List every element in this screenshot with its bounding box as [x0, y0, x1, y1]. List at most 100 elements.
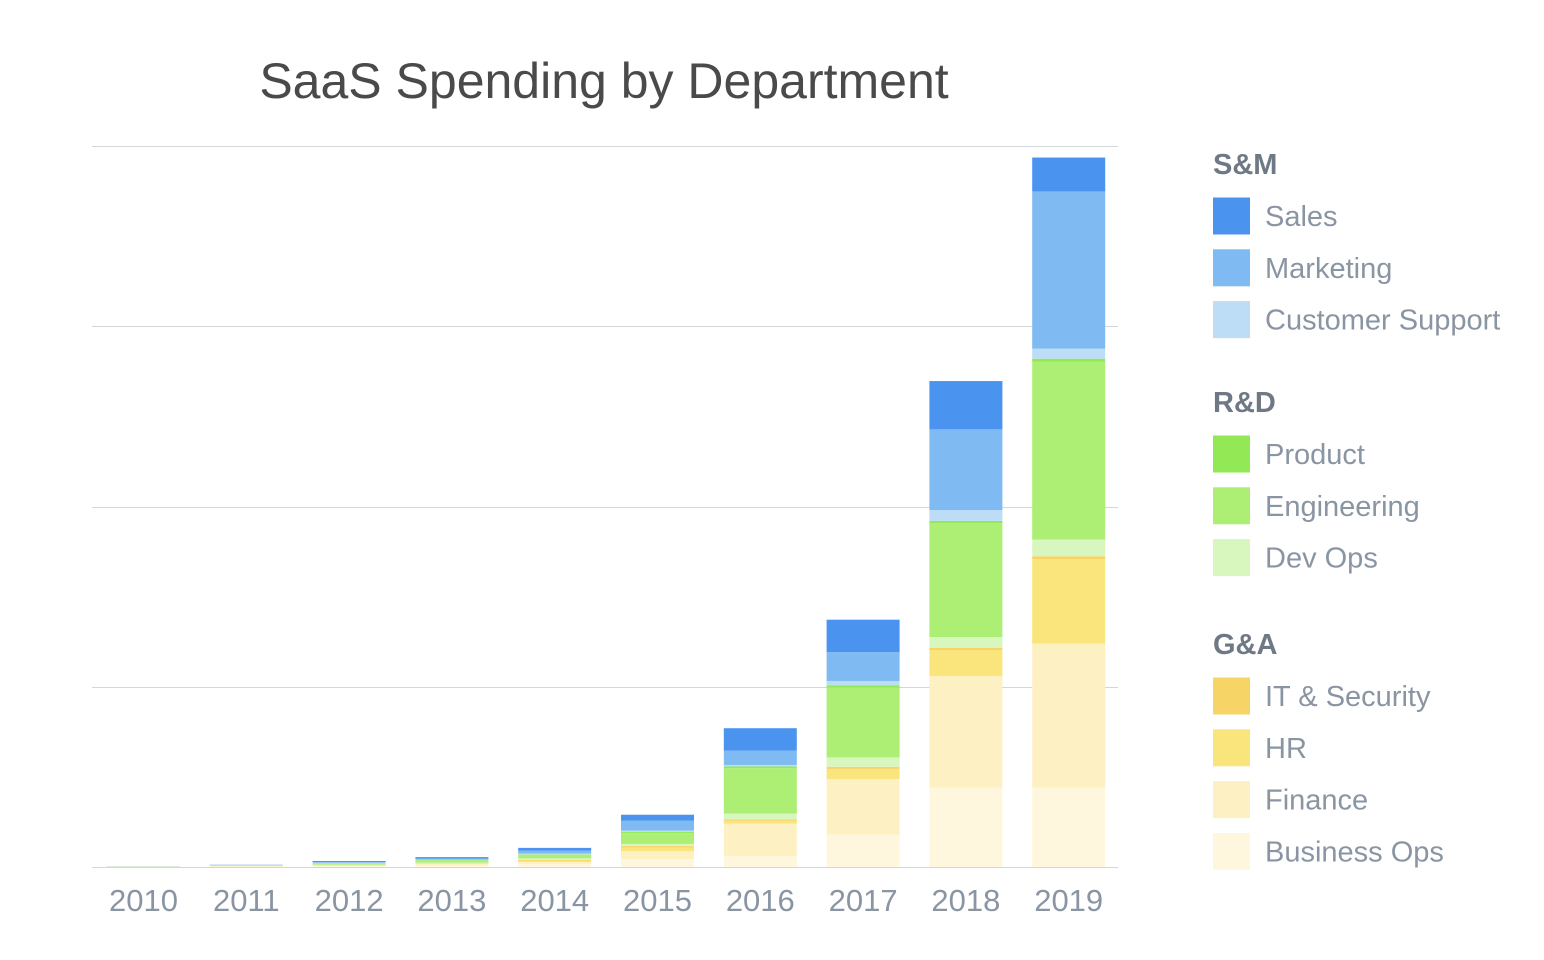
bar-segment	[415, 860, 489, 863]
legend-label: Business Ops	[1265, 836, 1444, 868]
bar-segment	[415, 864, 489, 866]
bar-segment	[1032, 787, 1106, 867]
bar-segment	[518, 864, 592, 867]
bar-segment	[415, 863, 489, 865]
x-tick-label: 2018	[931, 883, 1000, 918]
bar-segment	[415, 857, 489, 859]
bar-segment	[929, 649, 1003, 676]
bar-segment	[1032, 539, 1106, 557]
bar-segment	[415, 862, 489, 864]
bar-segment	[1032, 559, 1106, 644]
bar-segment	[1032, 358, 1106, 362]
x-tick-label: 2019	[1034, 883, 1103, 918]
legend-group-header: S&M	[1213, 149, 1277, 181]
legend-label: Dev Ops	[1265, 543, 1378, 575]
bar-segment	[312, 861, 386, 863]
bar-segment	[621, 843, 694, 847]
legend-swatch	[1213, 301, 1250, 339]
legend-label: Customer Support	[1265, 305, 1500, 337]
legend-swatch	[1213, 729, 1250, 767]
bar-segment	[826, 768, 900, 780]
bar-segment	[723, 728, 797, 751]
bar-segment	[826, 766, 900, 769]
bar-segment	[929, 520, 1003, 524]
bar-segment	[929, 647, 1003, 650]
bar-segment	[723, 768, 797, 814]
bar-segment	[621, 859, 694, 867]
bar-segment	[929, 523, 1003, 637]
bar-segment	[723, 750, 797, 765]
bar-segment	[723, 823, 797, 857]
bar-segment	[929, 429, 1003, 511]
bar-segment	[723, 764, 797, 767]
x-tick-label: 2011	[213, 883, 280, 918]
legend-label: Marketing	[1265, 253, 1392, 285]
legend-swatch	[1213, 249, 1250, 287]
legend-swatch	[1213, 435, 1250, 473]
legend-label: Sales	[1265, 201, 1338, 233]
bar-segment	[723, 856, 797, 867]
legend-label: Engineering	[1265, 491, 1420, 523]
bar-segment	[518, 858, 592, 860]
bar-segment	[621, 833, 694, 844]
bar-segment	[929, 675, 1003, 788]
bar-segment	[1032, 157, 1106, 192]
x-tick-label: 2016	[726, 883, 795, 918]
bar-segment	[1032, 191, 1106, 349]
legend-group-header: G&A	[1213, 629, 1278, 661]
legend: S&M Sales Marketing Customer Support R&D Prod…	[1213, 149, 1500, 870]
bar-segment	[621, 846, 694, 848]
bar-segment	[518, 861, 592, 865]
bar-segment	[1032, 348, 1106, 359]
bar-segment	[929, 381, 1003, 430]
bar-segment	[621, 832, 694, 834]
legend-label: Finance	[1265, 785, 1368, 817]
bar-segment	[1032, 643, 1106, 788]
bar-segment	[929, 510, 1003, 521]
x-tick-label: 2013	[417, 883, 486, 918]
bar-segment	[415, 858, 489, 860]
x-tick-label: 2014	[520, 883, 589, 918]
bar-segment	[621, 830, 694, 833]
legend-group-header: R&D	[1213, 387, 1276, 419]
legend-swatch	[1213, 832, 1250, 870]
bar-segment	[826, 687, 900, 758]
bar-segment	[621, 820, 694, 831]
bar-segment	[723, 766, 797, 769]
bar-segment	[1032, 361, 1106, 540]
x-tick-label: 2012	[315, 883, 384, 918]
bar-segment	[621, 851, 694, 860]
bar-segment	[518, 859, 592, 861]
bar-segment	[826, 779, 900, 835]
x-tick-label: 2017	[829, 883, 898, 918]
bar-segment	[826, 685, 900, 688]
x-axis-ticks: 2010 2011 2012 2013 2014 2015 2016 2017 2018 2019	[109, 883, 1103, 918]
bars	[107, 157, 1106, 867]
bar-segment	[518, 850, 592, 854]
bar-segment	[723, 813, 797, 820]
bar-segment	[518, 854, 592, 859]
bar-segment	[929, 787, 1003, 867]
bar-segment	[621, 814, 694, 821]
bar-segment	[312, 866, 386, 867]
x-tick-label: 2010	[109, 883, 178, 918]
bar-segment	[826, 619, 900, 653]
bar-segment	[518, 847, 592, 851]
legend-label: Product	[1265, 439, 1365, 471]
bar-segment	[312, 865, 386, 867]
legend-swatch	[1213, 487, 1250, 525]
legend-label: HR	[1265, 733, 1307, 765]
bar-segment	[621, 847, 694, 852]
legend-swatch	[1213, 677, 1250, 715]
bar-segment	[209, 865, 283, 866]
bar-segment	[1032, 556, 1106, 560]
bar-segment	[723, 820, 797, 824]
bar-segment	[826, 834, 900, 867]
bar-segment	[723, 819, 797, 821]
legend-swatch	[1213, 539, 1250, 577]
legend-label: IT & Security	[1265, 681, 1431, 713]
bar-segment	[826, 652, 900, 681]
bar-segment	[518, 860, 592, 862]
x-tick-label: 2015	[623, 883, 692, 918]
bar-segment	[518, 853, 592, 855]
